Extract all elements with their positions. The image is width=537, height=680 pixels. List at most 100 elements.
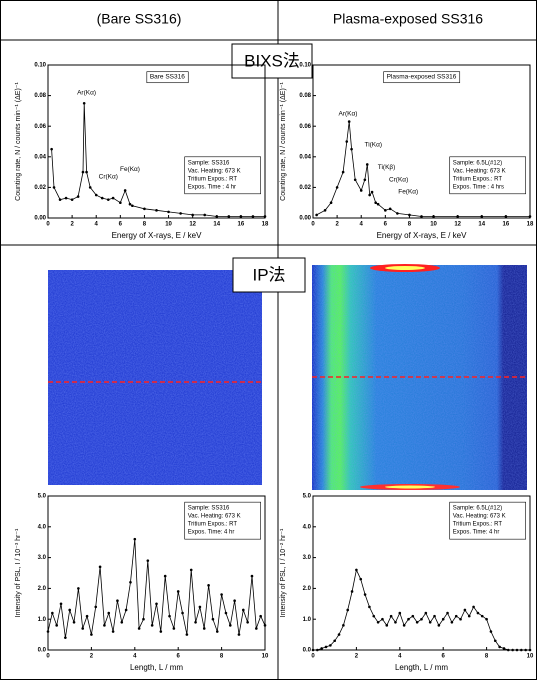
x-tick-label: 8 xyxy=(408,222,412,228)
info-box xyxy=(184,501,261,540)
data-point xyxy=(237,633,241,636)
data-point xyxy=(227,215,231,218)
peak-label: Fe(Kα) xyxy=(398,189,418,196)
x-tick-label: 16 xyxy=(238,222,245,228)
data-point xyxy=(94,605,98,609)
y-tick-label: 0.02 xyxy=(299,185,311,191)
x-tick-label: 4 xyxy=(95,222,99,228)
info-line: Sample: SS316 xyxy=(188,506,230,512)
data-point xyxy=(324,645,328,649)
data-point xyxy=(70,198,74,201)
data-point xyxy=(250,574,254,578)
x-tick-label: 6 xyxy=(119,222,123,228)
data-point xyxy=(388,207,392,211)
section-label: BIXS法 xyxy=(244,51,300,70)
data-point xyxy=(493,639,497,643)
data-point xyxy=(64,636,67,639)
data-point xyxy=(350,590,354,593)
info-box xyxy=(449,156,526,195)
data-point xyxy=(68,608,71,612)
x-tick-label: 8 xyxy=(143,222,147,228)
data-point xyxy=(176,590,180,593)
data-point xyxy=(374,201,377,204)
data-point xyxy=(168,614,171,618)
plot-frame xyxy=(47,495,266,651)
data-point xyxy=(100,196,104,200)
panel-label: Bare SS316 xyxy=(146,71,189,84)
panel-text: Bare SS316 xyxy=(150,74,185,81)
x-axis-label: Length, L / mm xyxy=(130,663,183,672)
data-point xyxy=(520,648,523,652)
data-point xyxy=(407,617,410,621)
data-point xyxy=(137,627,141,630)
data-point xyxy=(346,608,350,612)
data-point xyxy=(372,614,376,618)
column-header: (Bare SS316) xyxy=(97,11,182,27)
data-point xyxy=(376,202,380,206)
peak-label: Ar(Kα) xyxy=(338,111,357,118)
data-point xyxy=(207,584,210,587)
data-point xyxy=(185,633,189,636)
y-tick-label: 3.0 xyxy=(303,555,312,561)
ip-image xyxy=(48,270,262,485)
panel-label: Plasma-exposed SS316 xyxy=(383,71,461,84)
data-point xyxy=(90,633,93,636)
x-axis-label: Length, L / mm xyxy=(395,663,448,672)
info-box xyxy=(184,156,261,195)
data-point xyxy=(424,611,428,615)
data-point xyxy=(359,189,363,192)
x-axis-label: Energy of X-rays, E / keV xyxy=(377,231,467,240)
data-point xyxy=(472,605,475,609)
data-point xyxy=(159,630,163,633)
data-line xyxy=(316,121,530,217)
info-line: Vac. Heating: 673 K xyxy=(188,514,241,520)
section-box xyxy=(232,257,306,293)
y-axis-label: Intensity of PSL, I / 10⁻² hr⁻¹ xyxy=(280,528,287,617)
data-point xyxy=(77,587,80,590)
data-point xyxy=(163,574,167,578)
x-tick-label: 4 xyxy=(133,654,137,660)
info-line: Vac. Heating: 673 K xyxy=(453,514,506,520)
data-point xyxy=(189,568,193,572)
y-tick-label: 0.00 xyxy=(299,216,311,222)
x-tick-label: 12 xyxy=(454,222,461,228)
x-tick-label: 8 xyxy=(485,654,489,660)
data-point xyxy=(98,565,102,569)
data-point xyxy=(85,614,89,618)
data-point xyxy=(335,186,339,189)
data-point xyxy=(411,614,415,618)
y-axis-label: Counting rate, N / counts min⁻¹ (ΔE)⁻¹ xyxy=(280,82,287,201)
data-point xyxy=(353,178,357,182)
data-point xyxy=(228,624,232,627)
info-line: Sample: SS316 xyxy=(188,160,230,166)
data-point xyxy=(515,648,519,652)
y-tick-label: 0.10 xyxy=(34,63,46,69)
data-point xyxy=(398,611,402,615)
data-point xyxy=(76,195,80,198)
data-point xyxy=(450,620,454,624)
data-point xyxy=(181,611,184,615)
data-point xyxy=(81,170,85,174)
data-point xyxy=(220,593,223,596)
data-point xyxy=(507,648,510,652)
info-line: Vac. Heating: 673 K xyxy=(188,168,241,174)
data-point xyxy=(394,620,397,624)
plot-frame xyxy=(312,64,531,219)
y-tick-label: 0.08 xyxy=(34,93,46,99)
data-point xyxy=(239,215,243,218)
info-line: Expos. Time: 4 hr xyxy=(188,530,235,536)
data-point xyxy=(107,611,111,615)
data-point xyxy=(333,639,337,643)
data-point xyxy=(428,620,432,624)
data-point xyxy=(528,648,532,652)
x-tick-label: 2 xyxy=(335,222,339,228)
data-point xyxy=(402,624,406,627)
data-point xyxy=(94,193,98,197)
data-point xyxy=(480,614,484,618)
data-point xyxy=(123,189,127,192)
data-point xyxy=(59,602,63,606)
data-point xyxy=(203,213,207,217)
data-point xyxy=(408,213,411,217)
data-point xyxy=(441,617,445,621)
info-line: Expos. Time: 4 hr xyxy=(453,530,500,536)
